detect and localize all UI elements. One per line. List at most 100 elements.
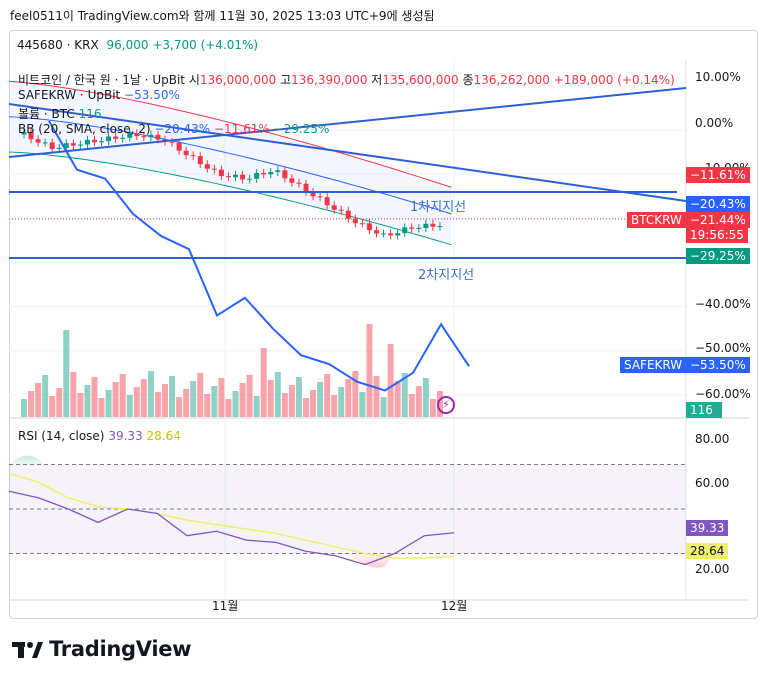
candle-body — [303, 183, 309, 192]
volume-legend[interactable]: 볼륨 · BTC 116 — [18, 105, 102, 122]
candle-body — [99, 141, 105, 143]
support2-label[interactable]: 2차지지선 — [418, 268, 475, 283]
volume-bar — [162, 384, 168, 417]
candle-body — [289, 178, 295, 183]
candle-body — [84, 139, 90, 145]
candle-body — [120, 137, 126, 139]
y-tick: −50.00% — [695, 341, 751, 355]
safekrw-line — [48, 120, 470, 392]
ticker-header: 445680 · KRX 96,000 +3,700 (+4.01%) — [17, 38, 258, 52]
volume-bar — [281, 393, 288, 417]
x-label: 11월 — [212, 599, 239, 613]
lightning-icon[interactable]: ⚡ — [437, 396, 455, 414]
candle-body — [218, 169, 224, 177]
rsi-pane — [9, 455, 686, 568]
candle-body — [49, 142, 55, 149]
candle-body — [430, 223, 436, 227]
candle-body — [56, 147, 62, 149]
volume-bar — [288, 385, 295, 417]
candle-body — [296, 182, 302, 184]
rsi-overbought-fill — [9, 455, 44, 465]
bb-area — [9, 81, 452, 245]
candle-body — [113, 136, 119, 139]
candle-body — [141, 136, 147, 138]
candle-body — [395, 233, 401, 236]
rsi-legend[interactable]: RSI (14, close) 39.33 28.64 — [18, 429, 181, 443]
volume-bar — [197, 373, 204, 417]
volume-bar — [176, 397, 183, 417]
close-value: 136,262,000 — [473, 73, 550, 87]
rsi-ma-badge: 28.64 — [686, 543, 729, 559]
candle-body — [183, 150, 189, 156]
volume-bar — [133, 387, 140, 417]
volume-bar — [394, 381, 401, 417]
volume-bar — [84, 385, 91, 417]
volume-bar — [204, 394, 211, 417]
candle-body — [77, 144, 83, 146]
ticker-symbol[interactable]: 445680 · KRX — [17, 38, 99, 52]
volume-bar — [91, 377, 98, 417]
volume-bar — [218, 378, 225, 417]
volume-bar — [183, 389, 190, 417]
safe-value: −53.50% — [124, 88, 180, 102]
y-tick: 0.00% — [695, 116, 734, 130]
safe-name: SAFEKRW · UpBit — [18, 88, 121, 102]
rsi-name: RSI (14, close) — [18, 429, 105, 443]
chart-frame — [9, 30, 758, 619]
candle-body — [261, 172, 267, 175]
volume-bar — [303, 398, 309, 417]
bb-name: BB (20, SMA, close, 2) — [18, 122, 151, 136]
volume-bar — [211, 386, 218, 417]
volume-bar — [169, 376, 176, 417]
volume-bar — [42, 375, 49, 417]
candle-body — [190, 155, 196, 157]
candle-body — [331, 205, 337, 210]
safekrw-path — [48, 120, 470, 392]
bb-legend[interactable]: BB (20, SMA, close, 2) −20.43% −11.61% −… — [18, 122, 329, 136]
candle-body — [381, 233, 387, 235]
volume-bar — [225, 399, 232, 417]
main-legend: 비트코인 / 한국 원 · 1날 · UpBit 시136,000,000 고1… — [18, 71, 675, 88]
candle-body — [416, 227, 422, 229]
volume-bar — [246, 375, 253, 417]
volume-bar — [345, 379, 352, 417]
safe-legend[interactable]: SAFEKRW · UpBit −53.50% — [18, 88, 180, 102]
volume-badge: 116 — [686, 402, 722, 418]
chart-canvas[interactable] — [9, 60, 749, 620]
volume-bar — [21, 399, 27, 417]
candle-body — [409, 227, 415, 229]
open-value: 136,000,000 — [199, 73, 277, 87]
volume-value: 116 — [78, 107, 102, 121]
main-symbol[interactable]: 비트코인 / 한국 원 · 1날 · UpBit — [18, 73, 186, 87]
y-tick: 10.00% — [695, 70, 741, 84]
candle-body — [240, 174, 246, 180]
candle-body — [366, 223, 372, 231]
trendlines[interactable] — [9, 87, 687, 259]
candle-body — [148, 134, 154, 138]
candle-body — [155, 134, 161, 140]
volume-bar — [56, 388, 63, 417]
volume-bar — [422, 378, 429, 417]
volume-bar — [126, 395, 133, 417]
volume-bar — [429, 399, 436, 417]
volume-bar — [147, 371, 154, 417]
bb-basis-badge: −20.43% — [686, 196, 750, 212]
volume-bar — [28, 391, 35, 417]
candle-body — [359, 223, 365, 225]
candle-body — [388, 233, 394, 236]
volume-bar — [35, 383, 42, 417]
bb-lower-badge: −29.25% — [686, 248, 750, 264]
candle-body — [92, 139, 97, 143]
bollinger-fill — [9, 81, 452, 245]
volume-bar — [408, 394, 415, 417]
rsi-value: 39.33 — [108, 429, 143, 443]
candle-body — [402, 227, 408, 234]
volume-bar — [239, 383, 246, 417]
support1-label[interactable]: 1차지지선 — [410, 200, 467, 215]
volume-bar — [359, 392, 366, 417]
candle-body — [338, 209, 344, 211]
volume-bar — [331, 395, 338, 417]
candle-body — [21, 132, 27, 135]
volume-bar — [154, 392, 161, 417]
bb-upper: −11.61% — [214, 122, 270, 136]
